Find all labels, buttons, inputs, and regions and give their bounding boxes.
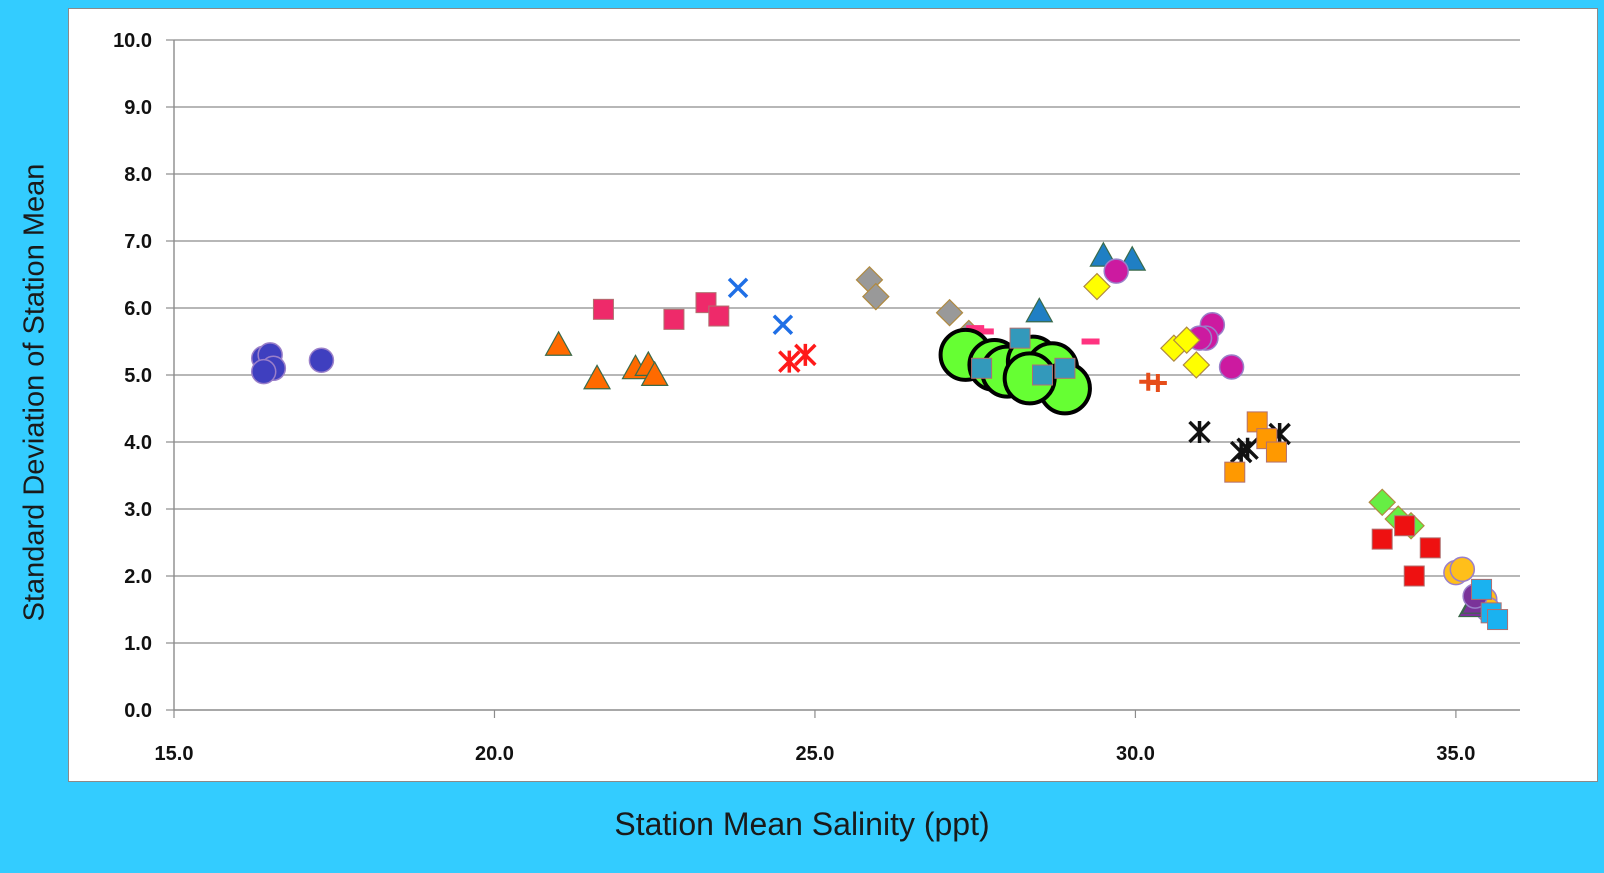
x-tick-label: 20.0 bbox=[475, 743, 514, 765]
data-point bbox=[250, 358, 277, 385]
data-point bbox=[544, 330, 573, 356]
y-tick-label: 1.0 bbox=[124, 633, 152, 655]
data-point bbox=[935, 298, 964, 327]
data-point bbox=[1031, 364, 1053, 386]
axes bbox=[166, 39, 1520, 718]
x-axis-title: Station Mean Salinity (ppt) bbox=[614, 806, 990, 842]
data-point bbox=[1224, 461, 1246, 483]
data-point bbox=[1009, 327, 1031, 349]
data-point bbox=[1218, 354, 1245, 380]
plot-area bbox=[68, 8, 1598, 782]
data-point bbox=[1471, 578, 1493, 600]
y-tick-label: 3.0 bbox=[124, 499, 152, 521]
x-tick-label: 15.0 bbox=[155, 743, 194, 765]
data-point bbox=[727, 277, 749, 299]
data-point bbox=[1054, 357, 1076, 379]
y-tick-label: 2.0 bbox=[124, 566, 152, 588]
data-point bbox=[308, 347, 335, 374]
data-point bbox=[1368, 488, 1397, 517]
data-point bbox=[1419, 537, 1441, 559]
data-point bbox=[772, 314, 794, 335]
x-tick-label: 35.0 bbox=[1436, 743, 1475, 765]
data-point bbox=[1487, 609, 1509, 631]
data-point bbox=[966, 325, 985, 332]
data-point bbox=[592, 298, 614, 320]
data-point bbox=[971, 357, 993, 379]
data-point bbox=[1081, 338, 1100, 345]
y-tick-label: 7.0 bbox=[124, 231, 152, 253]
y-tick-label: 9.0 bbox=[124, 97, 152, 119]
data-point bbox=[1148, 374, 1167, 393]
y-tick-labels: 0.0 1.0 2.0 3.0 4.0 5.0 6.0 7.0 8.0 9.0 10.0 bbox=[113, 30, 152, 722]
data-point bbox=[1182, 351, 1211, 379]
data-point bbox=[708, 305, 730, 327]
data-point bbox=[1188, 420, 1211, 444]
x-tick-labels: 15.0 20.0 25.0 30.0 35.0 bbox=[155, 743, 1476, 765]
y-tick-label: 0.0 bbox=[124, 700, 152, 722]
data-point bbox=[1236, 437, 1259, 460]
y-tick-label: 4.0 bbox=[124, 432, 152, 454]
data-point bbox=[1172, 326, 1201, 355]
y-tick-label: 8.0 bbox=[124, 164, 152, 186]
data-point bbox=[663, 308, 685, 330]
data-point bbox=[794, 343, 817, 367]
data-point bbox=[975, 328, 994, 335]
data-point bbox=[1025, 297, 1054, 323]
data-point bbox=[1265, 441, 1287, 463]
data-point bbox=[861, 282, 890, 311]
y-tick-label: 6.0 bbox=[124, 298, 152, 320]
data-point bbox=[1371, 528, 1393, 550]
data-point bbox=[640, 360, 669, 386]
data-point bbox=[1103, 258, 1129, 284]
data-points bbox=[250, 241, 1509, 631]
x-tick-label: 30.0 bbox=[1116, 743, 1155, 765]
y-axis-title: Standard Deviation of Station Mean bbox=[18, 163, 51, 621]
y-tick-label: 5.0 bbox=[124, 365, 152, 387]
data-point bbox=[778, 350, 801, 373]
x-tick-label: 25.0 bbox=[795, 743, 834, 765]
data-point bbox=[583, 364, 612, 390]
grid-lines bbox=[174, 39, 1520, 644]
y-tick-label: 10.0 bbox=[113, 30, 152, 52]
y-axis-title-wrap: Standard Deviation of Station Mean bbox=[0, 0, 70, 784]
data-point bbox=[1449, 556, 1476, 583]
data-point bbox=[1394, 515, 1416, 537]
data-point bbox=[1083, 272, 1111, 301]
data-point bbox=[1403, 565, 1425, 587]
